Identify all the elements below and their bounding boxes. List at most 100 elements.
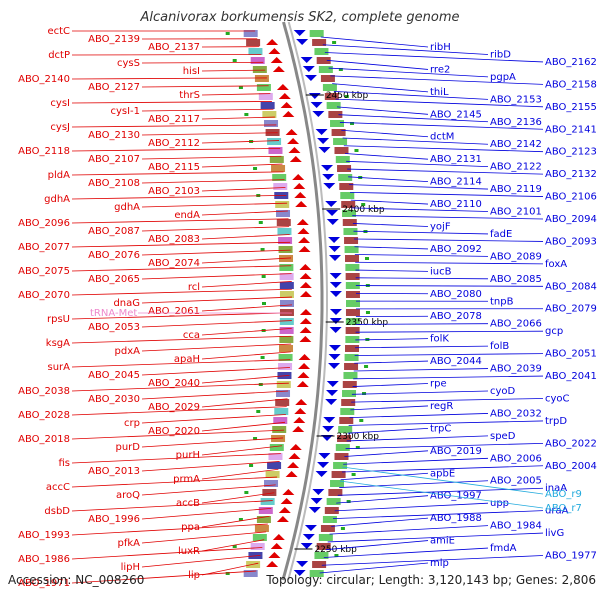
left-marker bbox=[238, 518, 243, 521]
left-strand-arrow bbox=[276, 84, 289, 90]
left-gene-label: lip bbox=[188, 570, 200, 581]
left-gene-label: ABO_2103 bbox=[148, 186, 200, 197]
right-marker bbox=[338, 68, 343, 71]
left-leader-line bbox=[201, 187, 286, 192]
right-feature-block bbox=[337, 435, 352, 442]
right-leader-line bbox=[355, 330, 544, 333]
left-strand-arrow bbox=[270, 57, 283, 63]
left-gene-label: cca bbox=[183, 330, 200, 341]
left-feature-block bbox=[273, 183, 288, 190]
left-leader-line bbox=[201, 281, 292, 288]
left-strand-arrow bbox=[288, 453, 301, 459]
left-leader-line bbox=[71, 194, 287, 200]
right-leader-line bbox=[329, 525, 489, 535]
right-strand-arrow bbox=[328, 237, 341, 243]
backbone-arc-shadow bbox=[287, 21, 328, 581]
left-gene-label: ksgA bbox=[46, 338, 70, 349]
right-leader-line bbox=[327, 532, 544, 543]
left-gene-label: luxR bbox=[178, 546, 200, 557]
right-gene-label: ribH bbox=[430, 42, 451, 53]
left-strand-arrow bbox=[272, 534, 285, 540]
left-gene-label: ectC bbox=[47, 26, 70, 37]
right-leader-line bbox=[343, 457, 489, 465]
right-leader-line bbox=[347, 168, 544, 175]
right-gene-label: ABO_2110 bbox=[430, 199, 482, 210]
left-leader-line bbox=[201, 140, 280, 144]
right-gene-label: mlp bbox=[430, 558, 449, 569]
right-gene-label: ABO_2131 bbox=[430, 154, 482, 165]
right-gene-label: gcp bbox=[545, 326, 563, 337]
right-gene-label: ABO_1988 bbox=[430, 513, 482, 524]
right-feature-block bbox=[345, 291, 360, 298]
right-leader-line bbox=[346, 435, 489, 442]
right-gene-label: ABO_2032 bbox=[490, 408, 542, 419]
left-feature-block bbox=[267, 462, 282, 469]
right-strand-arrow bbox=[302, 534, 315, 540]
right-strand-arrow bbox=[315, 471, 328, 477]
left-gene-label: rpsU bbox=[47, 314, 70, 325]
right-gene-label: ABO_2085 bbox=[490, 274, 542, 285]
left-marker bbox=[238, 86, 243, 89]
left-strand-arrow bbox=[299, 264, 312, 270]
left-leader-line bbox=[71, 453, 281, 464]
right-feature-block bbox=[340, 192, 355, 199]
right-feature-block bbox=[342, 390, 357, 397]
right-strand-arrow bbox=[322, 174, 335, 180]
left-gene-label: ABO_2130 bbox=[88, 130, 140, 141]
right-feature-block bbox=[333, 138, 348, 145]
right-gene-label: ABO_2078 bbox=[430, 311, 482, 322]
left-feature-block bbox=[258, 93, 273, 100]
right-gene-label: thiL bbox=[430, 87, 449, 98]
right-leader-line bbox=[353, 230, 489, 235]
right-strand-arrow bbox=[318, 147, 331, 153]
left-gene-label: ABO_2108 bbox=[88, 178, 140, 189]
right-gene-label: ABO_2136 bbox=[490, 117, 542, 128]
right-strand-arrow bbox=[328, 354, 341, 360]
right-strand-arrow bbox=[317, 138, 330, 144]
left-feature-block bbox=[252, 66, 267, 73]
right-leader-line bbox=[355, 261, 544, 265]
right-strand-arrow bbox=[329, 282, 342, 288]
left-leader-line bbox=[71, 265, 292, 272]
right-leader-line bbox=[348, 420, 544, 426]
right-marker bbox=[350, 122, 355, 125]
right-leader-line bbox=[330, 75, 544, 85]
right-marker bbox=[344, 95, 349, 98]
left-gene-label: ABO_2053 bbox=[88, 322, 140, 333]
right-feature-block bbox=[331, 129, 346, 136]
right-leader-line bbox=[350, 405, 429, 411]
left-leader-line bbox=[201, 468, 279, 480]
right-leader-line bbox=[354, 353, 544, 356]
right-feature-block bbox=[345, 336, 360, 343]
left-gene-label: endA bbox=[174, 210, 200, 221]
left-strand-arrow bbox=[292, 174, 305, 180]
right-gene-label: ABO_2004 bbox=[545, 461, 597, 472]
right-gene-label: inaA bbox=[545, 483, 567, 494]
left-leader-line bbox=[201, 562, 259, 576]
right-marker bbox=[362, 392, 367, 395]
left-strand-arrow bbox=[294, 408, 307, 414]
left-strand-arrow bbox=[270, 543, 283, 549]
left-leader-line bbox=[141, 437, 284, 448]
right-gene-label: ABO_2093 bbox=[545, 236, 597, 247]
right-leader-line bbox=[344, 450, 429, 457]
left-gene-label: lipH bbox=[121, 562, 140, 573]
left-leader-line bbox=[201, 163, 283, 168]
left-gene-label: ABO_2020 bbox=[148, 426, 200, 437]
left-feature-block bbox=[280, 300, 294, 307]
right-gene-label: folK bbox=[430, 334, 449, 345]
right-marker bbox=[354, 149, 359, 152]
left-leader-line bbox=[201, 351, 291, 360]
right-leader-line bbox=[355, 285, 544, 287]
right-leader-line bbox=[341, 465, 544, 473]
right-gene-label: ABO_1984 bbox=[490, 521, 542, 532]
left-strand-arrow bbox=[282, 489, 295, 495]
right-strand-arrow bbox=[323, 417, 336, 423]
right-gene-label: ABO_2123 bbox=[545, 147, 597, 158]
left-leader-line bbox=[141, 61, 264, 64]
left-gene-label: cysS bbox=[117, 58, 140, 69]
right-feature-block bbox=[334, 147, 349, 154]
left-feature-block bbox=[278, 237, 293, 244]
kbp-label: 2250 kbp bbox=[314, 545, 357, 555]
left-leader-line bbox=[71, 500, 273, 512]
